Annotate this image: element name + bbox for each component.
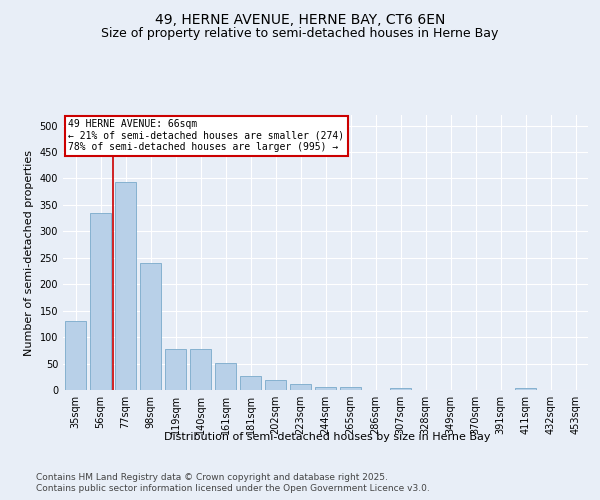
Bar [215, 362, 236, 390]
Y-axis label: Number of semi-detached properties: Number of semi-detached properties [24, 150, 34, 356]
Bar [115, 182, 136, 390]
Bar [290, 384, 311, 390]
Text: Contains HM Land Registry data © Crown copyright and database right 2025.: Contains HM Land Registry data © Crown c… [36, 472, 388, 482]
Bar [340, 388, 361, 390]
Bar [315, 388, 336, 390]
Bar [165, 349, 186, 390]
Bar [240, 376, 261, 390]
Bar [65, 322, 86, 390]
Bar [190, 349, 211, 390]
Bar [515, 388, 536, 390]
Bar [90, 213, 111, 390]
Text: Size of property relative to semi-detached houses in Herne Bay: Size of property relative to semi-detach… [101, 28, 499, 40]
Bar [390, 388, 411, 390]
Bar [265, 380, 286, 390]
Text: Contains public sector information licensed under the Open Government Licence v3: Contains public sector information licen… [36, 484, 430, 493]
Text: 49, HERNE AVENUE, HERNE BAY, CT6 6EN: 49, HERNE AVENUE, HERNE BAY, CT6 6EN [155, 12, 445, 26]
Text: 49 HERNE AVENUE: 66sqm
← 21% of semi-detached houses are smaller (274)
78% of se: 49 HERNE AVENUE: 66sqm ← 21% of semi-det… [68, 119, 344, 152]
Bar [140, 263, 161, 390]
Text: Distribution of semi-detached houses by size in Herne Bay: Distribution of semi-detached houses by … [164, 432, 490, 442]
